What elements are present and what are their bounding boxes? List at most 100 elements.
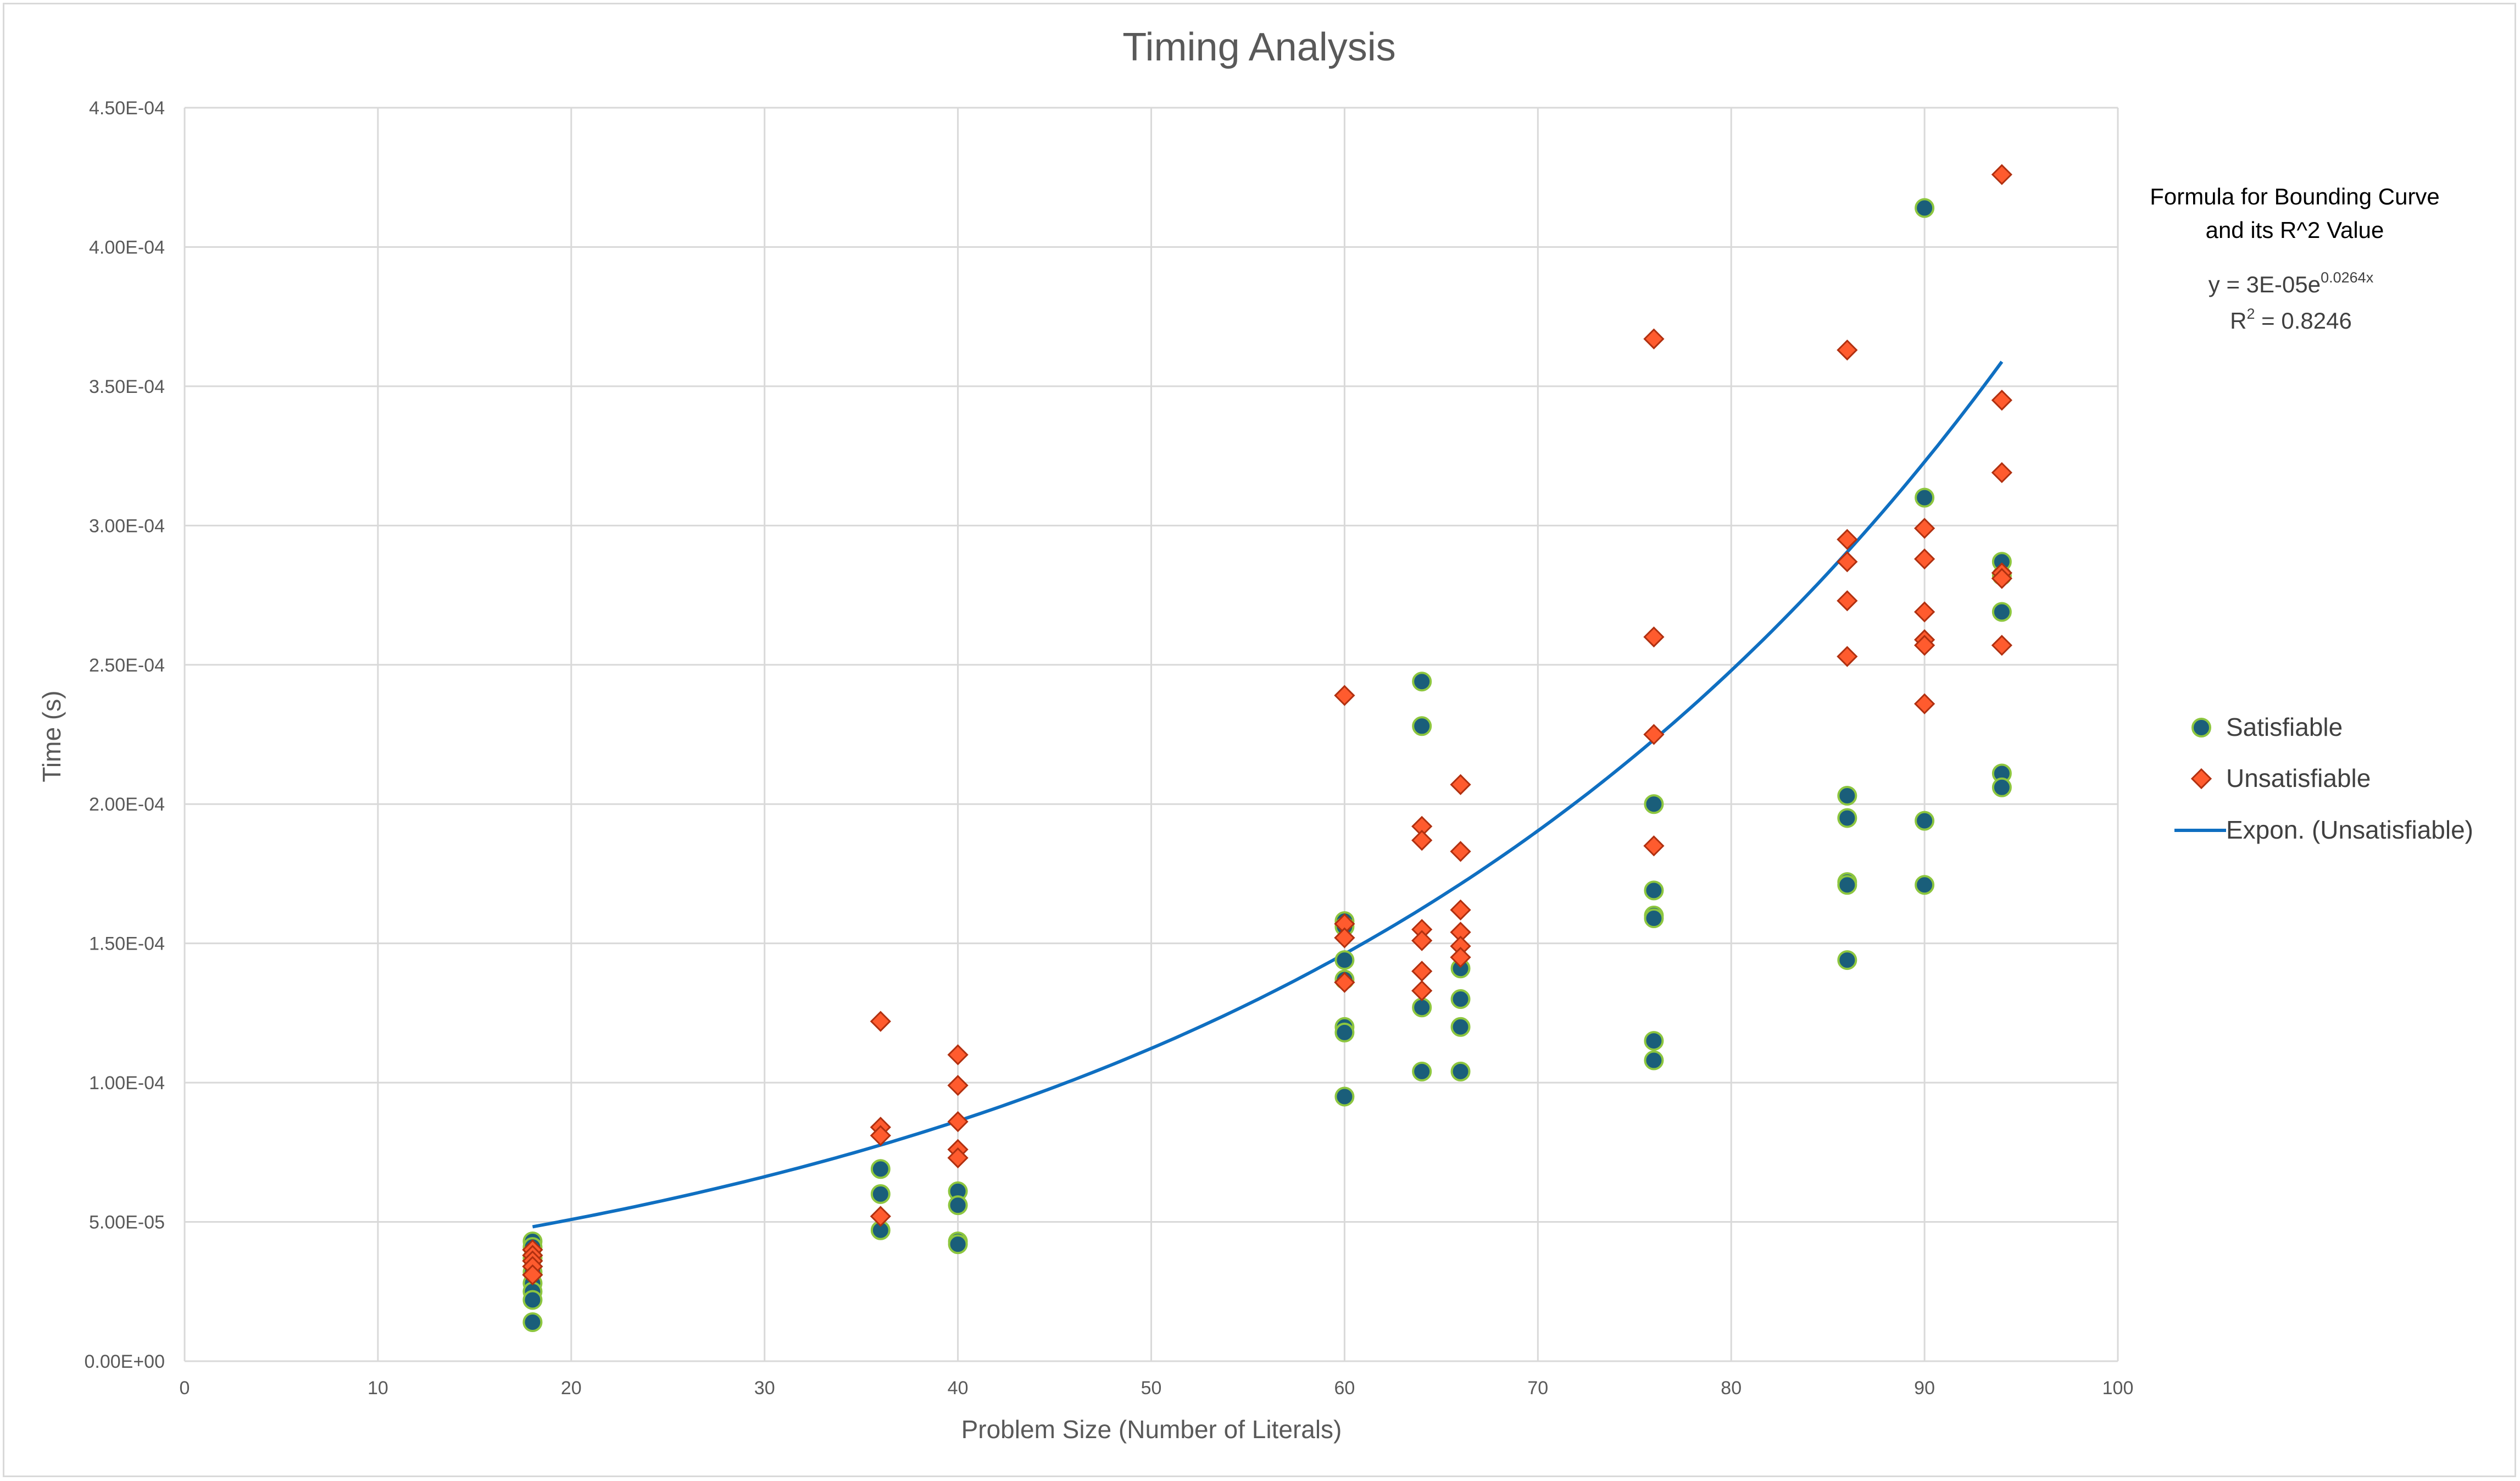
- satisfiable-point: [1644, 1050, 1664, 1070]
- satisfiable-point: [1991, 602, 2012, 622]
- x-axis-ticks: 0 10 20 30 40 50 60 70 80 90 100: [180, 1378, 2134, 1399]
- satisfiable-point: [948, 1234, 968, 1255]
- satisfiable-point: [1412, 1061, 1432, 1081]
- satisfiable-point: [1915, 875, 1935, 895]
- annotation-r-squared: R2 = 0.8246: [2230, 306, 2352, 334]
- annotation-box: Formula for Bounding Curve and its R^2 V…: [2150, 184, 2440, 334]
- legend-item-trendline: Expon. (Unsatisfiable): [2174, 816, 2473, 844]
- satisfiable-point: [1837, 950, 1857, 970]
- unsatisfiable-point: [1913, 601, 1935, 623]
- unsatisfiable-point: [1450, 774, 1471, 795]
- legend-marker-satisfiable: [2191, 718, 2211, 737]
- chart-frame: [3, 3, 2516, 1477]
- legend: Satisfiable Unsatisfiable Expon. (Unsati…: [2174, 713, 2473, 844]
- satisfiable-point: [1915, 487, 1935, 508]
- unsatisfiable-point: [1643, 328, 1665, 350]
- r2-prefix: R: [2230, 308, 2246, 334]
- satisfiable-point: [1412, 997, 1432, 1018]
- unsatisfiable-point: [1837, 590, 1858, 612]
- trendline-layer: [532, 360, 2004, 1229]
- unsatisfiable-point: [1991, 390, 2012, 411]
- unsatisfiable-point: [1643, 835, 1665, 857]
- unsatisfiable-point: [1334, 927, 1355, 948]
- x-tick-label: 80: [1721, 1378, 1742, 1399]
- unsatisfiable-point: [1837, 339, 1858, 361]
- legend-marker-unsatisfiable: [2190, 768, 2212, 790]
- legend-label-satisfiable: Satisfiable: [2226, 713, 2343, 741]
- annotation-heading-line1: Formula for Bounding Curve: [2150, 184, 2440, 209]
- r2-superscript: 2: [2246, 306, 2255, 322]
- x-tick-label: 0: [180, 1378, 190, 1399]
- unsatisfiable-point: [1837, 646, 1858, 667]
- unsatisfiable-point: [1411, 829, 1433, 851]
- x-tick-label: 30: [754, 1378, 775, 1399]
- y-tick-label: 3.50E-04: [89, 376, 165, 397]
- unsatisfiable-point: [1334, 972, 1355, 993]
- unsatisfiable-point: [1334, 685, 1355, 706]
- y-tick-label: 4.50E-04: [89, 98, 165, 119]
- unsatisfiable-point: [1411, 930, 1433, 951]
- satisfiable-point: [1334, 1086, 1355, 1107]
- satisfiable-point: [1991, 777, 2012, 797]
- unsatisfiable-point: [1991, 164, 2012, 185]
- annotation-heading-line2: and its R^2 Value: [2206, 217, 2384, 243]
- legend-label-trendline: Expon. (Unsatisfiable): [2226, 816, 2473, 844]
- y-tick-label: 1.00E-04: [89, 1073, 165, 1094]
- unsatisfiable-point: [870, 1125, 891, 1146]
- unsatisfiable-point: [947, 1075, 969, 1096]
- unsatisfiable-point: [1411, 980, 1433, 1001]
- equation-prefix: y = 3E-05e: [2209, 271, 2321, 297]
- satisfiable-point: [1837, 875, 1857, 895]
- y-tick-label: 1.50E-04: [89, 934, 165, 955]
- grid-lines: [183, 107, 2119, 1362]
- satisfiable-series: [522, 198, 2012, 1333]
- satisfiable-point: [1915, 198, 1935, 218]
- y-tick-label: 2.50E-04: [89, 655, 165, 676]
- y-tick-label: 3.00E-04: [89, 515, 165, 536]
- unsatisfiable-point: [1991, 568, 2012, 589]
- satisfiable-point: [1837, 808, 1857, 828]
- satisfiable-point: [1450, 1017, 1471, 1037]
- equation-exponent: 0.0264x: [2321, 269, 2374, 286]
- y-tick-label: 5.00E-05: [89, 1212, 165, 1233]
- satisfiable-point: [1915, 811, 1935, 831]
- unsatisfiable-point: [1450, 899, 1471, 920]
- satisfiable-point: [1644, 1031, 1664, 1051]
- unsatisfiable-point: [1837, 551, 1858, 573]
- satisfiable-point: [870, 1159, 891, 1179]
- x-tick-label: 70: [1527, 1378, 1548, 1399]
- satisfiable-point: [870, 1184, 891, 1204]
- unsatisfiable-point: [1913, 693, 1935, 714]
- y-tick-label: 4.00E-04: [89, 237, 165, 258]
- unsatisfiable-point: [522, 1264, 543, 1285]
- unsatisfiable-point: [947, 1147, 969, 1169]
- satisfiable-point: [1412, 716, 1432, 736]
- satisfiable-point: [1837, 786, 1857, 806]
- x-tick-label: 100: [2102, 1378, 2134, 1399]
- satisfiable-point: [948, 1195, 968, 1216]
- x-axis-label: Problem Size (Number of Literals): [961, 1415, 1342, 1444]
- unsatisfiable-point: [870, 1206, 891, 1227]
- unsatisfiable-point: [947, 1044, 969, 1066]
- legend-label-unsatisfiable: Unsatisfiable: [2226, 764, 2371, 792]
- x-tick-label: 50: [1141, 1378, 1162, 1399]
- unsatisfiable-point: [1643, 724, 1665, 745]
- x-tick-label: 60: [1334, 1378, 1355, 1399]
- unsatisfiable-series: [522, 164, 2012, 1285]
- satisfiable-point: [1334, 950, 1355, 970]
- x-tick-label: 40: [948, 1378, 969, 1399]
- annotation-equation: y = 3E-05e0.0264x: [2209, 269, 2374, 297]
- y-tick-label: 0.00E+00: [84, 1351, 165, 1372]
- y-tick-label: 2.00E-04: [89, 794, 165, 815]
- satisfiable-point: [1450, 989, 1471, 1009]
- satisfiable-point: [522, 1312, 543, 1333]
- unsatisfiable-point: [870, 1011, 891, 1032]
- x-tick-label: 10: [368, 1378, 388, 1399]
- chart-title: Timing Analysis: [1122, 25, 1396, 69]
- satisfiable-point: [1450, 1061, 1471, 1081]
- x-tick-label: 90: [1914, 1378, 1935, 1399]
- y-axis-ticks: 0.00E+00 5.00E-05 1.00E-04 1.50E-04 2.00E-04…: [84, 98, 165, 1372]
- satisfiable-point: [1334, 1022, 1355, 1042]
- unsatisfiable-point: [1411, 961, 1433, 982]
